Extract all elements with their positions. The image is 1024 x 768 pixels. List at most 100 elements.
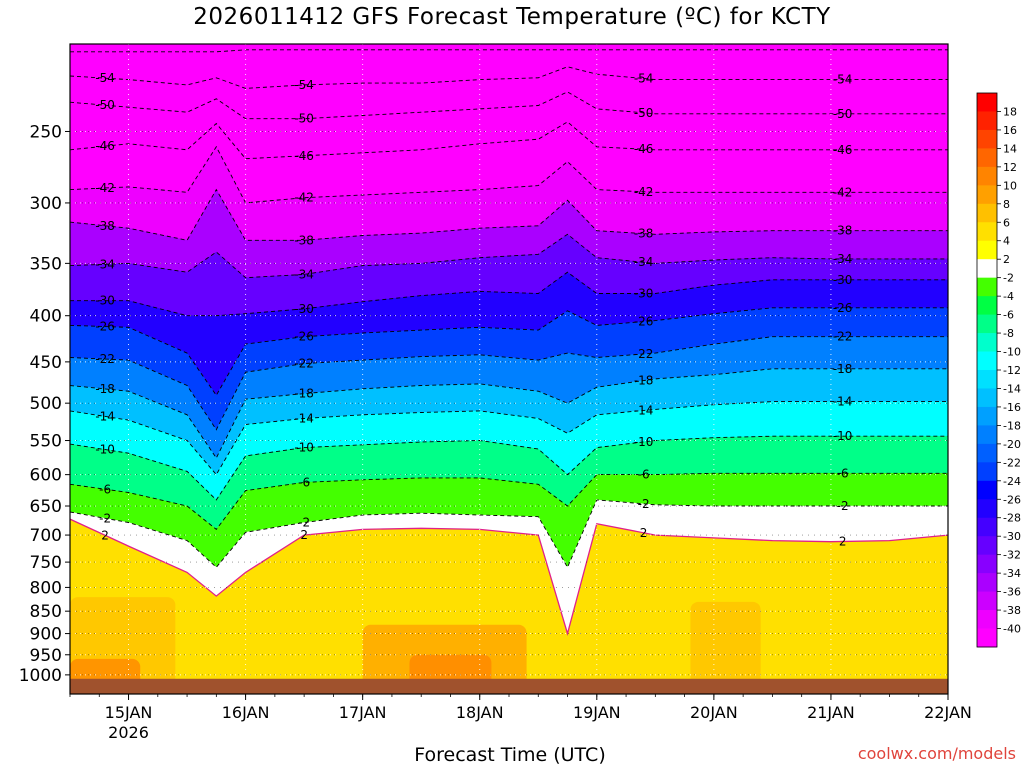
x-tick-year: 2026 <box>108 723 149 742</box>
isotherm-label: -50 <box>833 107 853 121</box>
isotherm-line <box>70 472 948 531</box>
y-tick-label: 550 <box>30 432 62 452</box>
isotherm-label: -22 <box>634 347 654 361</box>
isotherm-label: -14 <box>294 412 314 426</box>
chart-title: 2026011412 GFS Forecast Temperature (ºC)… <box>193 4 831 30</box>
ground-strip <box>70 678 948 694</box>
colorbar-cell <box>977 259 997 279</box>
x-tick-label: 20JAN <box>690 703 738 722</box>
isotherm-label: 2 <box>839 535 847 549</box>
isotherm-label: -6 <box>638 468 650 482</box>
colorbar-cell <box>977 333 997 352</box>
isotherm-label: -42 <box>833 185 853 199</box>
colorbar-cell <box>977 554 997 574</box>
isotherm-label: -30 <box>294 302 314 316</box>
colorbar-tick-label: 16 <box>1003 124 1017 137</box>
isotherm-label: -38 <box>95 219 115 233</box>
y-tick-label: 600 <box>30 466 62 486</box>
colorbar-cell <box>977 628 997 648</box>
y-tick-label: 300 <box>30 194 62 214</box>
y-tick-label: 950 <box>30 646 62 666</box>
colorbar-cell <box>977 610 997 629</box>
isotherm-label: -10 <box>294 441 314 455</box>
x-tick-label: 21JAN <box>807 703 855 722</box>
colorbar-cell <box>977 111 997 131</box>
isotherm-label: -2 <box>638 497 650 511</box>
isotherm-label: -26 <box>833 301 853 315</box>
colorbar-tick-label: -4 <box>1003 290 1014 303</box>
x-tick-label: 19JAN <box>573 703 621 722</box>
y-tick-label: 400 <box>30 307 62 327</box>
isotherm-line <box>70 121 948 160</box>
colorbar: 18 16 14 12 10 8 6 4 2 -2 -4 -6 -8 -10 -12 -14 -16 -18 -20… <box>976 92 1021 648</box>
isotherm-line <box>70 499 948 569</box>
x-tick-label: 22JAN <box>924 703 972 722</box>
isotherm-label: -38 <box>294 233 314 247</box>
y-tick-label: 900 <box>30 625 62 645</box>
isotherm-label: -42 <box>634 185 654 199</box>
isotherm-line <box>70 188 948 241</box>
y-tick-label: 500 <box>30 394 62 414</box>
colorbar-tick-label: 12 <box>1003 161 1017 174</box>
isotherm-label: -6 <box>298 475 310 489</box>
isotherm-label: -38 <box>833 224 853 238</box>
x-tick-label: 18JAN <box>456 703 504 722</box>
isotherm-label: -26 <box>294 330 314 344</box>
isotherm-label: -18 <box>634 374 654 388</box>
colorbar-cell <box>977 443 997 463</box>
colorbar-tick-label: -30 <box>1003 530 1021 543</box>
colorbar-cell <box>977 573 997 592</box>
colorbar-cell <box>977 536 997 556</box>
isotherm-line <box>70 435 948 501</box>
isotherm-label: -26 <box>634 315 654 329</box>
isotherm-label: -22 <box>294 357 314 371</box>
isotherm-label: -34 <box>95 257 115 271</box>
colorbar-tick-label: -38 <box>1003 604 1021 617</box>
isotherm-label: -18 <box>833 362 853 376</box>
x-tick-label: 15JAN <box>105 703 153 722</box>
colorbar-cell <box>977 425 997 445</box>
isotherm-label: -10 <box>634 435 654 449</box>
isotherm-label: 2 <box>101 529 109 543</box>
isotherm-label: -18 <box>294 387 314 401</box>
colorbar-cell <box>977 406 997 426</box>
isotherm-label: -50 <box>634 106 654 120</box>
y-tick-label: 850 <box>30 602 62 622</box>
colorbar-cell <box>977 480 997 500</box>
colorbar-tick-label: -10 <box>1003 346 1021 359</box>
y-tick-label: 700 <box>30 526 62 546</box>
colorbar-tick-label: 2 <box>1003 253 1010 266</box>
isotherm-label: -30 <box>95 294 115 308</box>
isotherm-line <box>70 518 948 636</box>
isotherm-label: -6 <box>837 466 849 480</box>
isotherm-label: -46 <box>634 142 654 156</box>
colorbar-cell <box>977 370 997 389</box>
isotherm-line <box>70 66 948 89</box>
colorbar-tick-label: -34 <box>1003 567 1021 580</box>
y-tick-label: 450 <box>30 353 62 373</box>
colorbar-tick-label: -16 <box>1003 401 1021 414</box>
colorbar-cell <box>977 185 997 205</box>
colorbar-cell <box>977 314 997 334</box>
isotherm-label: -30 <box>634 287 654 301</box>
isotherm-label: -38 <box>634 227 654 241</box>
colorbar-cell <box>977 222 997 242</box>
colorbar-cell <box>977 351 997 371</box>
isotherm-line <box>70 91 948 120</box>
colorbar-tick-label: -14 <box>1003 382 1021 395</box>
colorbar-tick-label: 4 <box>1003 235 1010 248</box>
isotherm-label: -46 <box>95 139 115 153</box>
isotherm-label: -34 <box>634 255 654 269</box>
colorbar-cell <box>977 388 997 408</box>
colorbar-tick-label: -24 <box>1003 475 1021 488</box>
isotherm-label: -14 <box>95 409 115 423</box>
isotherm-label: -2 <box>837 499 849 513</box>
isotherm-label: -6 <box>99 482 111 496</box>
warm-pocket <box>690 601 761 694</box>
isotherm-label: 2 <box>640 526 648 540</box>
colorbar-tick-label: -32 <box>1003 549 1021 562</box>
colorbar-tick-label: -22 <box>1003 456 1021 469</box>
isotherm-line <box>70 145 948 204</box>
colorbar-tick-label: 8 <box>1003 198 1010 211</box>
